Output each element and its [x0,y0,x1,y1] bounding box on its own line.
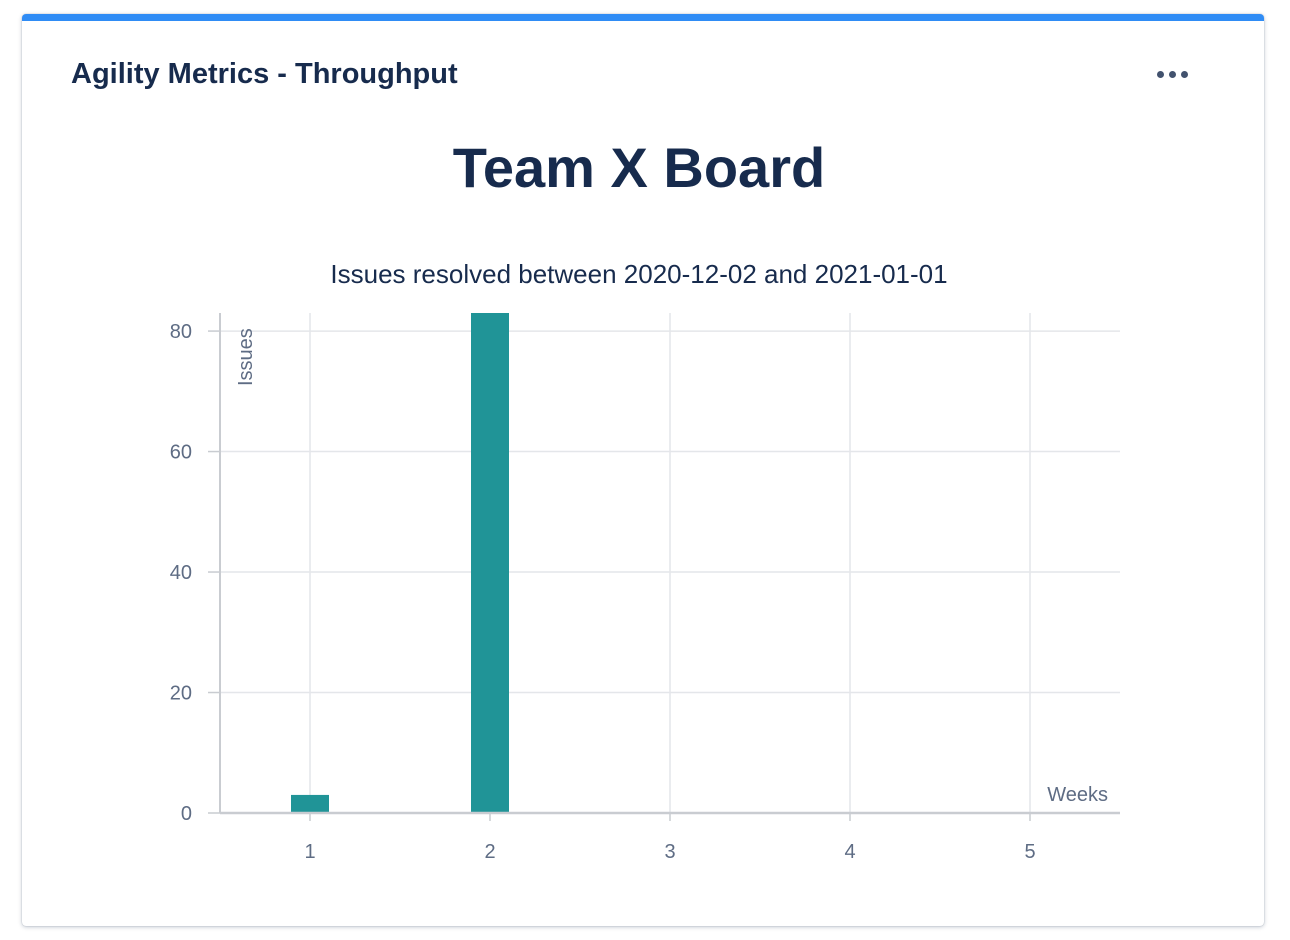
gadget-title: Agility Metrics - Throughput [71,58,458,90]
throughput-gadget: Agility Metrics - Throughput Team X Boar… [22,14,1264,926]
chart-tick-labels: 0 20 40 60 80 1 2 3 4 5 [170,321,1036,863]
x-tick-label: 2 [484,841,495,863]
chart-axes [208,313,1120,821]
more-actions-button[interactable] [1150,58,1194,90]
chart-title: Issues resolved between 2020-12-02 and 2… [330,259,947,289]
x-tick-label: 4 [844,841,855,863]
y-tick-label: 0 [181,803,192,825]
y-tick-label: 80 [170,321,192,343]
y-tick-label: 60 [170,442,192,464]
bar [471,313,509,813]
y-tick-label: 40 [170,562,192,584]
y-axis-label: Issues [235,328,257,386]
throughput-chart: 0 20 40 60 80 1 2 3 4 5 Issues resolved between 2… [170,259,1120,863]
x-tick-label: 1 [304,841,315,863]
x-tick-label: 3 [664,841,675,863]
chart-bars [291,313,509,813]
bar [291,794,329,813]
x-tick-label: 5 [1024,841,1035,863]
chart-grid [220,313,1120,813]
y-tick-label: 20 [170,683,192,705]
x-axis-label: Weeks [1047,784,1108,806]
gadget-accent-bar [22,14,1264,21]
board-title: Team X Board [452,136,826,199]
ellipsis-icon [1156,70,1188,78]
